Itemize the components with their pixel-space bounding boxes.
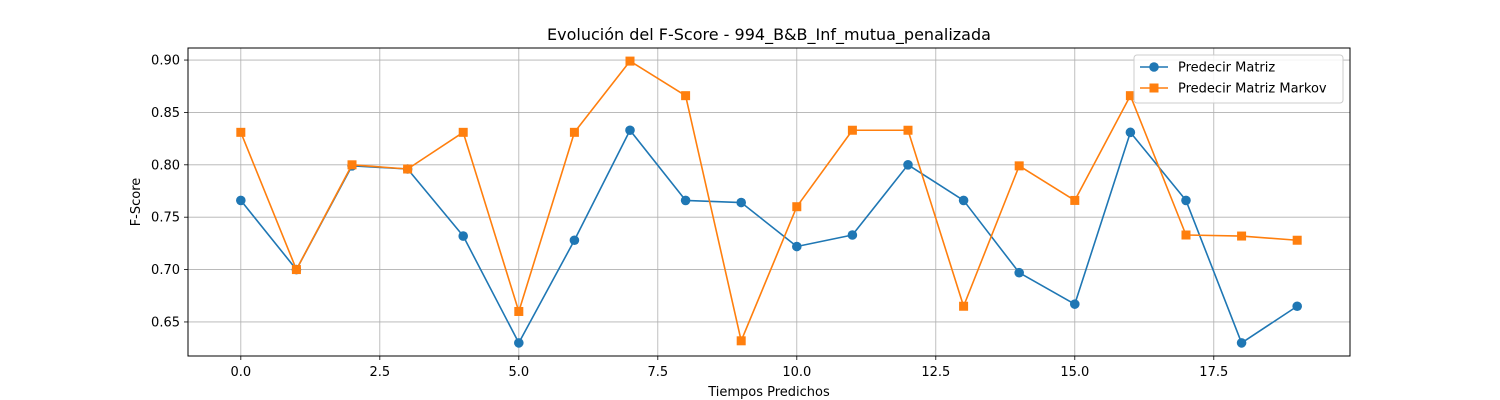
series-1-point — [1292, 301, 1302, 312]
series-1-point — [903, 160, 913, 170]
series-1-point — [1236, 338, 1247, 348]
series-1-point — [847, 230, 858, 240]
series-layer — [236, 56, 1302, 348]
series-1-point — [736, 197, 747, 208]
x-axis: 0.0 2.5 5.0 7.5 10.0 12.5 15.0 17.5 — [230, 356, 1228, 380]
series-2-point — [1181, 230, 1191, 240]
series-1-point — [569, 235, 580, 246]
series-2-point — [903, 125, 913, 135]
series-1-point — [680, 195, 691, 206]
x-tick-label: 10.0 — [782, 365, 811, 380]
x-tick-label: 15.0 — [1060, 365, 1089, 380]
series-1-point — [1125, 127, 1136, 138]
series-2-point — [847, 125, 857, 135]
x-tick-label: 12.5 — [921, 365, 950, 380]
series-2-point — [403, 164, 413, 174]
series-2-point — [959, 301, 969, 311]
series-1-point — [958, 195, 969, 206]
series-1-point — [458, 231, 469, 241]
legend-box — [1133, 54, 1344, 104]
series-1-line — [240, 129, 1298, 344]
series-2 — [236, 56, 1302, 346]
series-2-point — [625, 56, 635, 66]
series-2-point — [1070, 195, 1080, 205]
series-2-point — [236, 127, 246, 137]
series-1-point — [1069, 299, 1080, 309]
series-1-point — [625, 125, 635, 136]
x-axis-label: Tiempos Predichos — [707, 385, 830, 400]
legend-label-1: Predecir Matriz — [1178, 61, 1275, 76]
x-tick-label: 7.5 — [647, 365, 668, 380]
y-tick-label: 0.80 — [151, 158, 180, 173]
series-2-point — [347, 160, 357, 170]
series-2-point — [569, 127, 579, 137]
series-1-point — [1181, 195, 1191, 206]
y-axis: 0.65 0.70 0.75 0.80 0.85 0.90 — [151, 54, 188, 330]
series-1-point — [514, 338, 524, 348]
series-2-line — [240, 60, 1298, 342]
series-2-point — [736, 336, 746, 346]
legend-label-2: Predecir Matriz Markov — [1178, 82, 1327, 97]
plot-frame — [187, 47, 1351, 357]
series-2-point — [792, 202, 802, 212]
series-2-point — [291, 265, 301, 275]
y-tick-label: 0.85 — [151, 106, 180, 121]
series-2-point — [1237, 231, 1247, 241]
series-1-point — [236, 195, 246, 206]
y-tick-label: 0.65 — [151, 315, 180, 330]
series-2-point — [1292, 235, 1302, 245]
series-1-point — [791, 241, 802, 252]
y-tick-label: 0.90 — [151, 54, 180, 69]
x-tick-label: 0.0 — [230, 365, 251, 380]
y-tick-label: 0.75 — [151, 211, 180, 226]
x-tick-label: 17.5 — [1199, 365, 1228, 380]
series-2-point — [1014, 161, 1024, 171]
legend-marker-1 — [1149, 62, 1159, 72]
series-2-point — [514, 306, 524, 316]
series-2-point — [458, 127, 468, 137]
chart-title: Evolución del F-Score - 994_B&B_Inf_mutu… — [547, 25, 991, 45]
y-axis-label: F-Score — [129, 178, 144, 227]
legend: Predecir Matriz Predecir Matriz Markov — [1133, 54, 1344, 104]
x-tick-label: 5.0 — [508, 365, 529, 380]
series-2-point — [681, 91, 691, 101]
y-tick-label: 0.70 — [151, 263, 180, 278]
series-2-point — [1125, 91, 1135, 101]
legend-marker-2 — [1149, 83, 1159, 93]
x-tick-label: 2.5 — [369, 365, 390, 380]
series-1-point — [1014, 267, 1024, 278]
